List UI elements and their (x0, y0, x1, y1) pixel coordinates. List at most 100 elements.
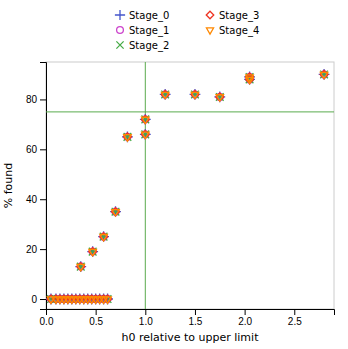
axis-line (40, 63, 47, 310)
point (100, 233, 107, 240)
reference-line (145, 62, 146, 309)
tick-mark (40, 299, 46, 300)
series (46, 69, 329, 304)
legend-label: Stage_4 (219, 25, 259, 37)
tick-label: 60 (26, 144, 38, 155)
legend-label: Stage_3 (219, 10, 259, 22)
legend-swatch (206, 28, 213, 34)
point (77, 263, 85, 271)
tick-label: 0 (31, 294, 37, 305)
legend-label: Stage_2 (129, 40, 169, 52)
tick: 2.0 (238, 309, 252, 327)
point (87, 246, 98, 257)
point (191, 91, 198, 98)
reference-line (46, 111, 334, 112)
point (89, 248, 96, 255)
point (246, 76, 254, 84)
tick: 1.5 (189, 309, 203, 327)
point (216, 93, 224, 101)
x-axis: 0.0 0.5 1.0 1.5 2.0 2.5 (40, 309, 335, 327)
tick-mark (40, 249, 46, 250)
point (142, 132, 149, 138)
point (216, 95, 223, 101)
point (141, 130, 149, 138)
y-axis-title: % found (2, 163, 15, 208)
point (320, 72, 327, 78)
point (321, 71, 328, 78)
legend-item: Stage_1 (117, 25, 170, 37)
point (244, 74, 255, 85)
point (214, 92, 225, 103)
point (216, 93, 223, 100)
tick-label: 1.0 (139, 316, 153, 327)
point (140, 129, 151, 140)
point (89, 249, 96, 255)
point (124, 135, 131, 141)
tick-mark (145, 309, 146, 315)
point (191, 91, 199, 99)
point (161, 91, 169, 99)
point (100, 233, 108, 241)
point (98, 231, 109, 242)
series (47, 71, 328, 303)
legend-swatch (115, 10, 125, 20)
plot: 0.0 0.5 1.0 1.5 2.0 2.5 0 20 40 60 80 h0 relative t… (2, 62, 335, 344)
tick: 80 (26, 94, 46, 105)
tick: 0.0 (40, 309, 54, 327)
legend-swatch (117, 27, 124, 34)
point (320, 71, 328, 79)
chart: 0.0 0.5 1.0 1.5 2.0 2.5 0 20 40 60 80 h0 relative t… (0, 0, 348, 349)
point (246, 75, 253, 81)
legend-label: Stage_0 (129, 10, 169, 22)
point (141, 116, 149, 124)
point (112, 208, 120, 216)
point (100, 233, 108, 241)
tick: 0 (31, 294, 46, 305)
point (161, 92, 168, 98)
tick-label: 1.5 (189, 316, 203, 327)
point (190, 89, 201, 100)
plot-frame (46, 62, 334, 309)
point (246, 76, 254, 84)
x-axis-title: h0 relative to upper limit (122, 331, 260, 344)
point (142, 131, 149, 138)
point (77, 263, 85, 271)
legend-item: Stage_4 (206, 25, 259, 37)
legend-swatch (116, 41, 123, 48)
legend-label: Stage_1 (129, 25, 169, 37)
series (47, 71, 327, 303)
tick-mark (294, 309, 295, 315)
point (141, 131, 149, 139)
point (110, 206, 121, 217)
tick-label: 0.5 (89, 316, 103, 327)
data-area (46, 62, 334, 309)
tick: 1.0 (139, 309, 153, 327)
point (100, 234, 107, 240)
point (112, 208, 120, 216)
tick: 2.5 (288, 309, 302, 327)
tick-mark (40, 149, 46, 150)
legend-item: Stage_2 (116, 40, 169, 52)
point (89, 248, 97, 256)
tick: 20 (26, 244, 46, 255)
legend-item: Stage_0 (115, 10, 169, 22)
axis-line (47, 310, 335, 316)
point (319, 69, 330, 80)
point (161, 90, 169, 98)
point (89, 248, 97, 256)
tick-label: 80 (26, 94, 38, 105)
tick-mark (195, 309, 196, 315)
tick-label: 40 (26, 194, 38, 205)
legend-item: Stage_3 (206, 10, 259, 22)
point (142, 116, 149, 123)
tick-label: 0.0 (40, 316, 54, 327)
tick-label: 2.0 (238, 316, 252, 327)
point (112, 208, 119, 215)
y-axis: 0 20 40 60 80 (26, 63, 47, 310)
tick-mark (40, 99, 46, 100)
point (216, 93, 224, 101)
point (124, 133, 131, 140)
point (140, 114, 151, 125)
point (75, 261, 86, 272)
tick-label: 2.5 (288, 316, 302, 327)
